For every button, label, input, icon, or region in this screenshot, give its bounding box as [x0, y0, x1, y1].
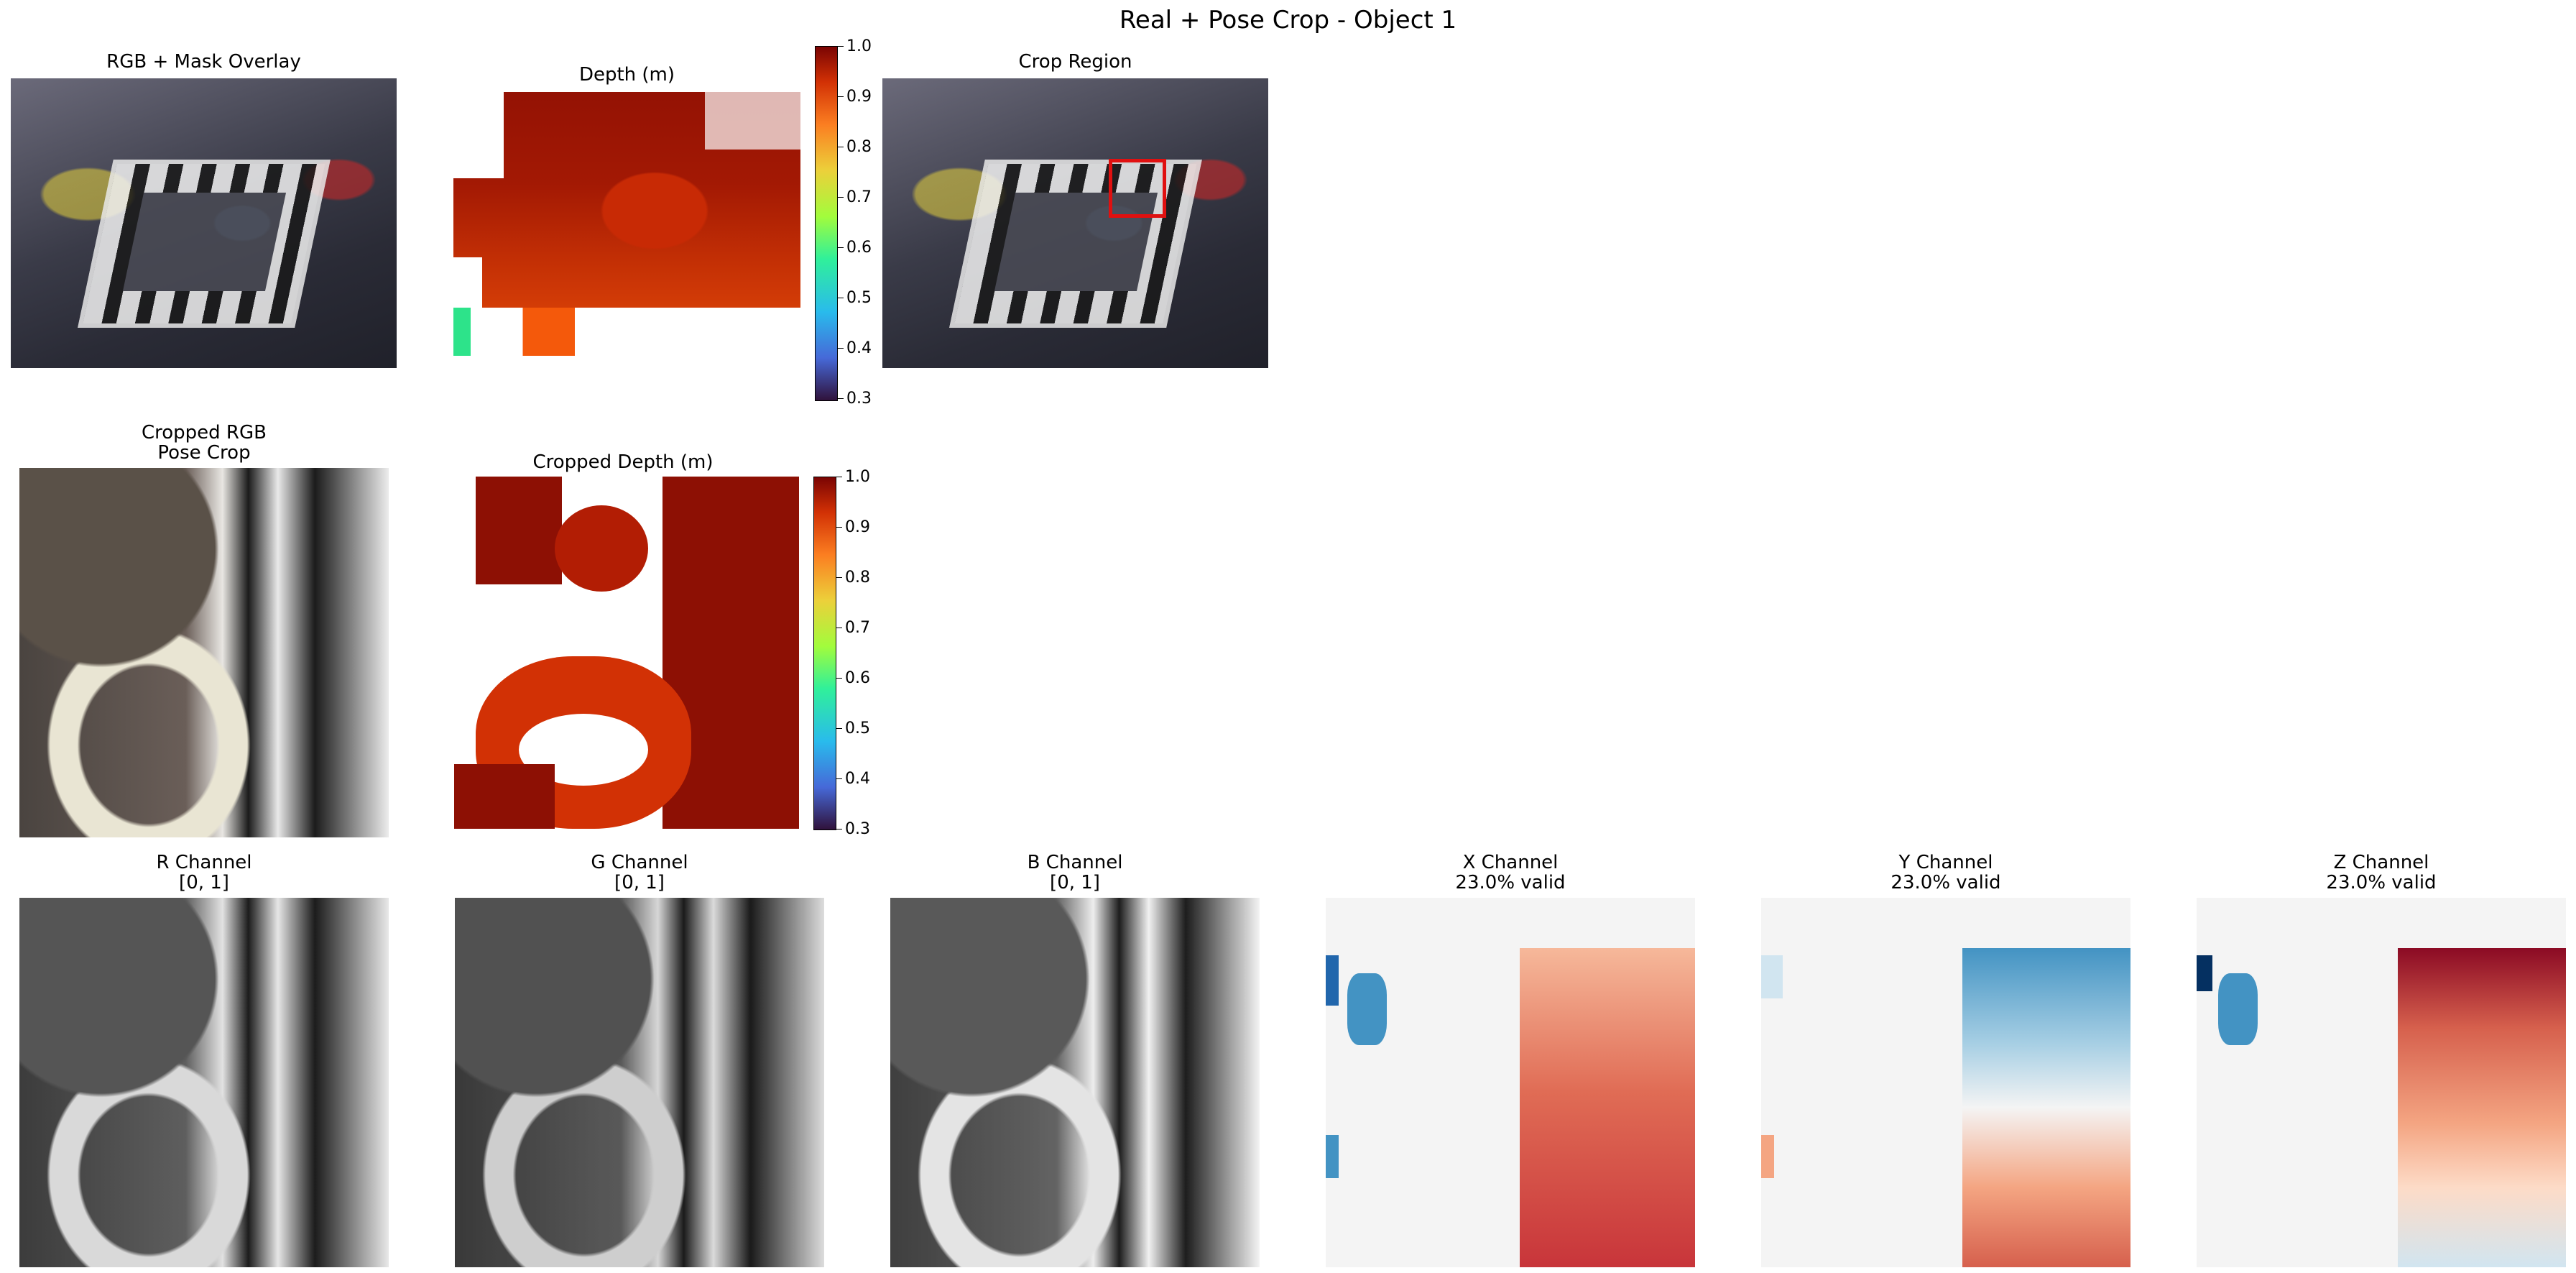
cropped-depth-image — [447, 477, 799, 829]
cropped-depth-cbar-tick: 0.5 — [836, 720, 870, 737]
depth-cbar-tick: 0.9 — [838, 88, 872, 106]
depth-cbar-tick: 0.7 — [838, 188, 872, 206]
cropped-rgb-title: Cropped RGB Pose Crop — [141, 422, 267, 464]
rgb-overlay-title: RGB + Mask Overlay — [106, 51, 301, 73]
crop-box — [1109, 159, 1166, 218]
cropped-depth-title: Cropped Depth (m) — [532, 451, 714, 473]
cropped-depth-cbar-tick: 0.9 — [836, 518, 870, 536]
depth-cbar-tick: 0.4 — [838, 339, 872, 357]
cropped-depth-cbar-tick: 0.3 — [836, 820, 870, 838]
cropped-rgb-image — [19, 468, 389, 837]
cropped-depth-cbar-tick: 1.0 — [836, 468, 870, 486]
depth-title: Depth (m) — [578, 64, 675, 86]
z-channel-image — [2197, 898, 2566, 1267]
rgb-overlay-image — [11, 78, 397, 368]
g-channel-image — [455, 898, 824, 1267]
z-channel-title: Z Channel 23.0% valid — [2326, 852, 2437, 893]
cropped-depth-cbar-tick: 0.6 — [836, 669, 870, 687]
depth-cbar-tick: 1.0 — [838, 37, 872, 55]
crop-region-image — [882, 78, 1268, 368]
cropped-depth-cbar-tick: 0.7 — [836, 619, 870, 637]
r-channel-title: R Channel [0, 1] — [156, 852, 252, 893]
x-channel-image — [1326, 898, 1695, 1267]
cropped-depth-colorbar — [813, 477, 836, 830]
crop-region-title: Crop Region — [1018, 51, 1132, 73]
depth-cbar-tick: 0.5 — [838, 289, 872, 307]
depth-colorbar — [815, 46, 838, 401]
y-channel-title: Y Channel 23.0% valid — [1891, 852, 2001, 893]
x-channel-title: X Channel 23.0% valid — [1455, 852, 1566, 893]
b-channel-image — [890, 898, 1260, 1267]
depth-cbar-tick: 0.6 — [838, 239, 872, 257]
b-channel-title: B Channel [0, 1] — [1027, 852, 1123, 893]
depth-cbar-tick: 0.8 — [838, 138, 872, 156]
cropped-depth-cbar-tick: 0.4 — [836, 770, 870, 788]
g-channel-title: G Channel [0, 1] — [591, 852, 688, 893]
depth-cbar-tick: 0.3 — [838, 390, 872, 408]
figure-title: Real + Pose Crop - Object 1 — [1119, 6, 1457, 35]
cropped-depth-cbar-tick: 0.8 — [836, 569, 870, 587]
depth-image — [453, 92, 800, 356]
r-channel-image — [19, 898, 389, 1267]
y-channel-image — [1761, 898, 2130, 1267]
